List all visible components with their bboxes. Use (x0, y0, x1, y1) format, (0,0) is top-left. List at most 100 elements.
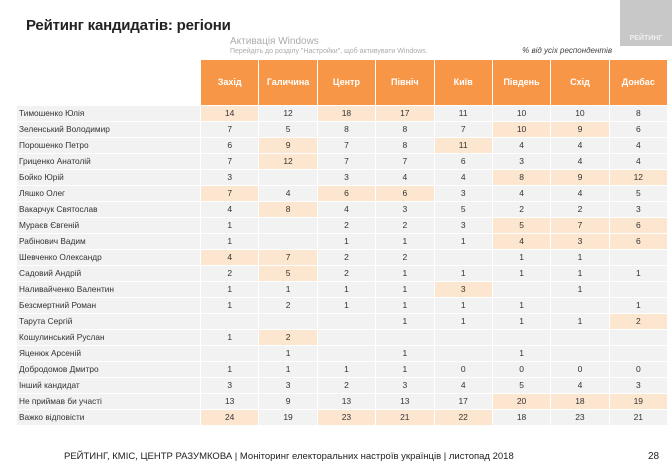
value-cell: 13 (375, 393, 435, 410)
value-cell: 7 (258, 249, 318, 266)
value-cell: 1 (258, 281, 318, 298)
value-cell (608, 329, 669, 346)
value-cell: 19 (608, 393, 669, 410)
value-cell: 6 (199, 137, 260, 154)
value-cell: 1 (375, 265, 435, 282)
value-cell: 1 (550, 249, 610, 266)
value-cell (608, 345, 669, 362)
value-cell: 4 (316, 201, 377, 218)
value-cell: 1 (491, 265, 552, 282)
value-cell: 18 (550, 393, 610, 410)
page-number: 28 (648, 451, 660, 462)
table-row: Зеленський Володимир 7 5 8 8 7 10 9 6 (16, 121, 669, 138)
ratings-table: Захід Галичина Центр Північ Київ Південь Схід Д… (16, 60, 669, 426)
value-cell: 3 (199, 169, 260, 186)
value-cell: 2 (316, 265, 377, 282)
value-cell: 1 (491, 297, 552, 314)
value-cell: 3 (491, 153, 552, 170)
value-cell (608, 281, 669, 298)
candidate-name: Яценюк Арсеній (16, 345, 201, 362)
value-cell: 1 (433, 313, 493, 330)
value-cell (316, 313, 377, 330)
value-cell: 3 (433, 217, 493, 234)
candidate-name: Вакарчук Святослав (16, 201, 201, 218)
footer-source: РЕЙТИНГ, КМІС, ЦЕНТР РАЗУМКОВА | Монітор… (64, 451, 514, 462)
value-cell: 5 (491, 217, 552, 234)
value-cell: 9 (550, 169, 610, 186)
value-cell: 9 (258, 393, 318, 410)
value-cell (491, 281, 552, 298)
value-cell: 5 (608, 185, 669, 202)
value-cell: 6 (608, 233, 669, 250)
value-cell (199, 345, 260, 362)
value-cell: 5 (258, 265, 318, 282)
windows-activation-watermark: Активація Windows Перейдіть до розділу "… (230, 36, 490, 56)
value-cell: 7 (199, 185, 260, 202)
value-cell: 3 (433, 185, 493, 202)
value-cell: 1 (199, 329, 260, 346)
table-row: Тимошенко Юлія 14 12 18 17 11 10 10 8 (16, 105, 669, 122)
value-cell: 1 (199, 297, 260, 314)
value-cell: 1 (550, 265, 610, 282)
value-cell: 1 (199, 281, 260, 298)
value-cell: 11 (433, 105, 493, 122)
watermark-title: Активація Windows (230, 36, 319, 47)
value-cell: 0 (433, 361, 493, 378)
value-cell: 1 (550, 281, 610, 298)
value-cell: 2 (375, 217, 435, 234)
candidate-name: Добродомов Дмитро (16, 361, 201, 378)
value-cell: 18 (316, 105, 377, 122)
table-row: Не приймав би участі 13 9 13 13 17 20 18 19 (16, 393, 669, 410)
value-cell: 14 (199, 105, 260, 122)
value-cell: 4 (433, 169, 493, 186)
value-cell: 13 (316, 393, 377, 410)
value-cell: 3 (608, 201, 669, 218)
table-row: Рабінович Вадим 1 1 1 1 4 3 6 (16, 233, 669, 250)
candidate-name: Мураєв Євгеній (16, 217, 201, 234)
value-cell: 2 (491, 201, 552, 218)
value-cell (550, 345, 610, 362)
value-cell: 7 (550, 217, 610, 234)
candidate-name: Шевченко Олександр (16, 249, 201, 266)
candidate-name: Садовий Андрій (16, 265, 201, 282)
value-cell: 21 (608, 409, 669, 426)
table-row: Кошулинський Руслан 1 2 (16, 329, 669, 346)
value-cell: 3 (316, 169, 377, 186)
value-cell: 9 (550, 121, 610, 138)
candidate-name: Інший кандидат (16, 377, 201, 394)
value-cell (608, 249, 669, 266)
value-cell: 10 (491, 121, 552, 138)
value-cell: 3 (375, 201, 435, 218)
value-cell (258, 217, 318, 234)
value-cell: 20 (491, 393, 552, 410)
value-cell: 3 (433, 281, 493, 298)
value-cell: 1 (608, 265, 669, 282)
value-cell: 1 (375, 345, 435, 362)
column-header: Донбас (608, 60, 669, 106)
candidate-name: Тарута Сергій (16, 313, 201, 330)
value-cell: 1 (550, 313, 610, 330)
value-cell: 4 (550, 185, 610, 202)
value-cell (433, 345, 493, 362)
value-cell: 7 (316, 153, 377, 170)
table-row: Безсмертний Роман 1 2 1 1 1 1 1 (16, 297, 669, 314)
table-row: Яценюк Арсеній 1 1 1 (16, 345, 669, 362)
value-cell: 10 (491, 105, 552, 122)
value-cell: 12 (608, 169, 669, 186)
value-cell: 22 (433, 409, 493, 426)
value-cell: 4 (491, 233, 552, 250)
value-cell: 1 (433, 297, 493, 314)
value-cell: 2 (316, 249, 377, 266)
value-cell: 8 (608, 105, 669, 122)
value-cell: 7 (316, 137, 377, 154)
value-cell: 2 (199, 265, 260, 282)
value-cell: 23 (316, 409, 377, 426)
value-cell: 8 (491, 169, 552, 186)
column-header: Південь (491, 60, 552, 106)
value-cell (433, 329, 493, 346)
value-cell: 8 (375, 137, 435, 154)
value-cell: 12 (258, 153, 318, 170)
column-header: Захід (199, 60, 260, 106)
value-cell: 6 (433, 153, 493, 170)
value-cell: 6 (608, 121, 669, 138)
